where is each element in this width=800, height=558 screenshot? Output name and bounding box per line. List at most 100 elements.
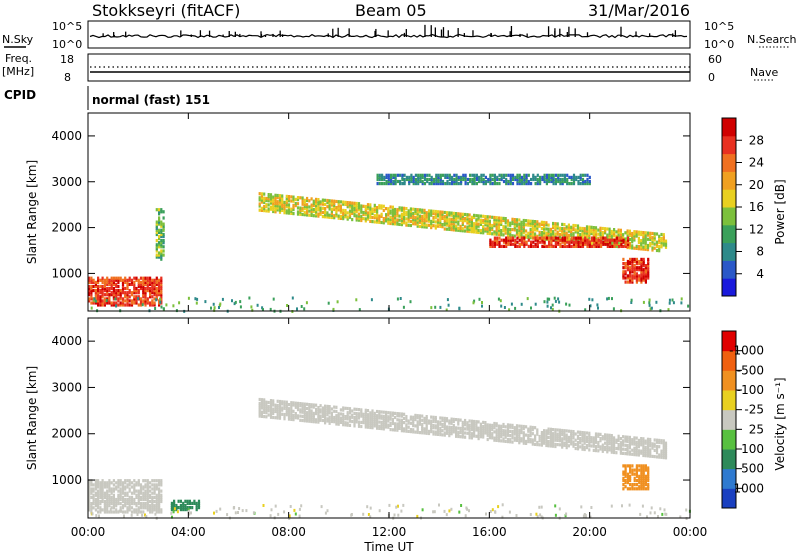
- heatmap-cell: [117, 489, 120, 493]
- heatmap-cell: [529, 231, 532, 236]
- heatmap-cell: [653, 246, 656, 250]
- heatmap-cell: [276, 408, 279, 412]
- heatmap-cell: [119, 278, 122, 282]
- heatmap-cell: [130, 491, 134, 495]
- heatmap-cell: [570, 440, 573, 444]
- heatmap-cell: [566, 236, 569, 240]
- heatmap-cell: [468, 229, 471, 234]
- heatmap-cell: [124, 299, 127, 303]
- heatmap-cell: [495, 216, 498, 220]
- heatmap-cell: [160, 210, 163, 214]
- heatmap-cell: [515, 232, 519, 236]
- heatmap-cell: [568, 242, 571, 246]
- heatmap-cell: [530, 306, 532, 310]
- heatmap-cell: [543, 175, 546, 179]
- heatmap-cell: [130, 497, 134, 502]
- heatmap-cell: [308, 405, 311, 409]
- colorbar-tick-label: 25: [749, 422, 764, 436]
- heatmap-cell: [385, 179, 388, 184]
- heatmap-cell: [606, 235, 609, 239]
- heatmap-cell: [649, 452, 652, 456]
- heatmap-cell: [604, 437, 607, 441]
- heatmap-cell: [498, 177, 501, 182]
- heatmap-cell: [529, 429, 532, 433]
- heatmap-cell: [497, 220, 501, 224]
- heatmap-cell: [369, 421, 372, 425]
- heatmap-cell: [610, 444, 613, 448]
- heatmap-cell: [108, 278, 111, 282]
- heatmap-cell: [353, 207, 356, 212]
- heatmap-cell: [536, 240, 539, 244]
- heatmap-cell: [514, 244, 517, 248]
- heatmap-cell: [94, 297, 97, 301]
- heatmap-cell: [213, 308, 216, 312]
- heatmap-cell: [504, 433, 507, 437]
- heatmap-cell: [274, 210, 277, 214]
- heatmap-cell: [364, 419, 367, 423]
- heatmap-cell: [124, 286, 127, 291]
- heatmap-cell: [385, 215, 388, 219]
- heatmap-cell: [534, 242, 537, 246]
- heatmap-cell: [144, 495, 147, 499]
- heatmap-cell: [502, 424, 505, 429]
- heatmap-cell: [585, 227, 589, 231]
- heatmap-cell: [149, 489, 152, 493]
- heatmap-cell: [387, 415, 390, 419]
- heatmap-cell: [529, 221, 532, 225]
- heatmap-cell: [651, 444, 654, 448]
- heatmap-cell: [647, 266, 650, 270]
- heatmap-cell: [146, 508, 149, 512]
- heatmap-cell: [160, 232, 163, 237]
- heatmap-cell: [115, 502, 118, 506]
- heatmap-cell: [186, 499, 189, 503]
- heatmap-cell: [547, 231, 550, 235]
- heatmap-cell: [572, 179, 576, 184]
- heatmap-cell: [176, 510, 179, 514]
- heatmap-cell: [545, 175, 548, 179]
- heatmap-cell: [371, 215, 374, 220]
- heatmap-cell: [511, 228, 514, 232]
- heatmap-cell: [146, 504, 149, 508]
- heatmap-cell: [563, 435, 566, 439]
- heatmap-cell: [554, 234, 557, 238]
- heatmap-cell: [644, 478, 647, 483]
- heatmap-cell: [408, 179, 411, 184]
- heatmap-cell: [306, 213, 309, 217]
- heatmap-cell: [258, 408, 261, 412]
- heatmap-cell: [500, 218, 503, 222]
- heatmap-cell: [272, 203, 275, 207]
- heatmap-cell: [162, 234, 165, 239]
- heatmap-cell: [642, 274, 645, 278]
- heatmap-cell: [617, 443, 620, 447]
- heatmap-cell: [575, 240, 578, 244]
- heatmap-cell: [333, 207, 336, 212]
- heatmap-cell: [482, 173, 485, 177]
- heatmap-cell: [594, 436, 598, 440]
- heatmap-cell: [427, 419, 431, 423]
- heatmap-cell: [647, 259, 650, 264]
- x-tick-label: 16:00: [472, 525, 507, 539]
- heatmap-cell: [470, 217, 473, 221]
- heatmap-cell: [321, 215, 324, 219]
- heatmap-cell: [435, 177, 438, 182]
- heatmap-cell: [536, 173, 539, 177]
- heatmap-cell: [572, 434, 575, 438]
- heatmap-cell: [584, 173, 587, 177]
- heatmap-cell: [421, 182, 424, 186]
- heatmap-cell: [103, 303, 106, 307]
- heatmap-cell: [324, 207, 327, 211]
- heatmap-cell: [448, 225, 451, 229]
- heatmap-cell: [482, 435, 485, 439]
- heatmap-cell: [327, 301, 330, 305]
- heatmap-cell: [281, 402, 284, 406]
- heatmap-cell: [457, 432, 460, 436]
- heatmap-cell: [662, 237, 665, 241]
- heatmap-cell: [650, 506, 653, 510]
- heatmap-cell: [633, 440, 636, 444]
- heatmap-cell: [154, 307, 157, 310]
- heatmap-cell: [506, 440, 510, 444]
- heatmap-cell: [158, 291, 161, 295]
- heatmap-cell: [324, 419, 327, 423]
- heatmap-cell: [130, 506, 134, 510]
- heatmap-cell: [97, 499, 100, 504]
